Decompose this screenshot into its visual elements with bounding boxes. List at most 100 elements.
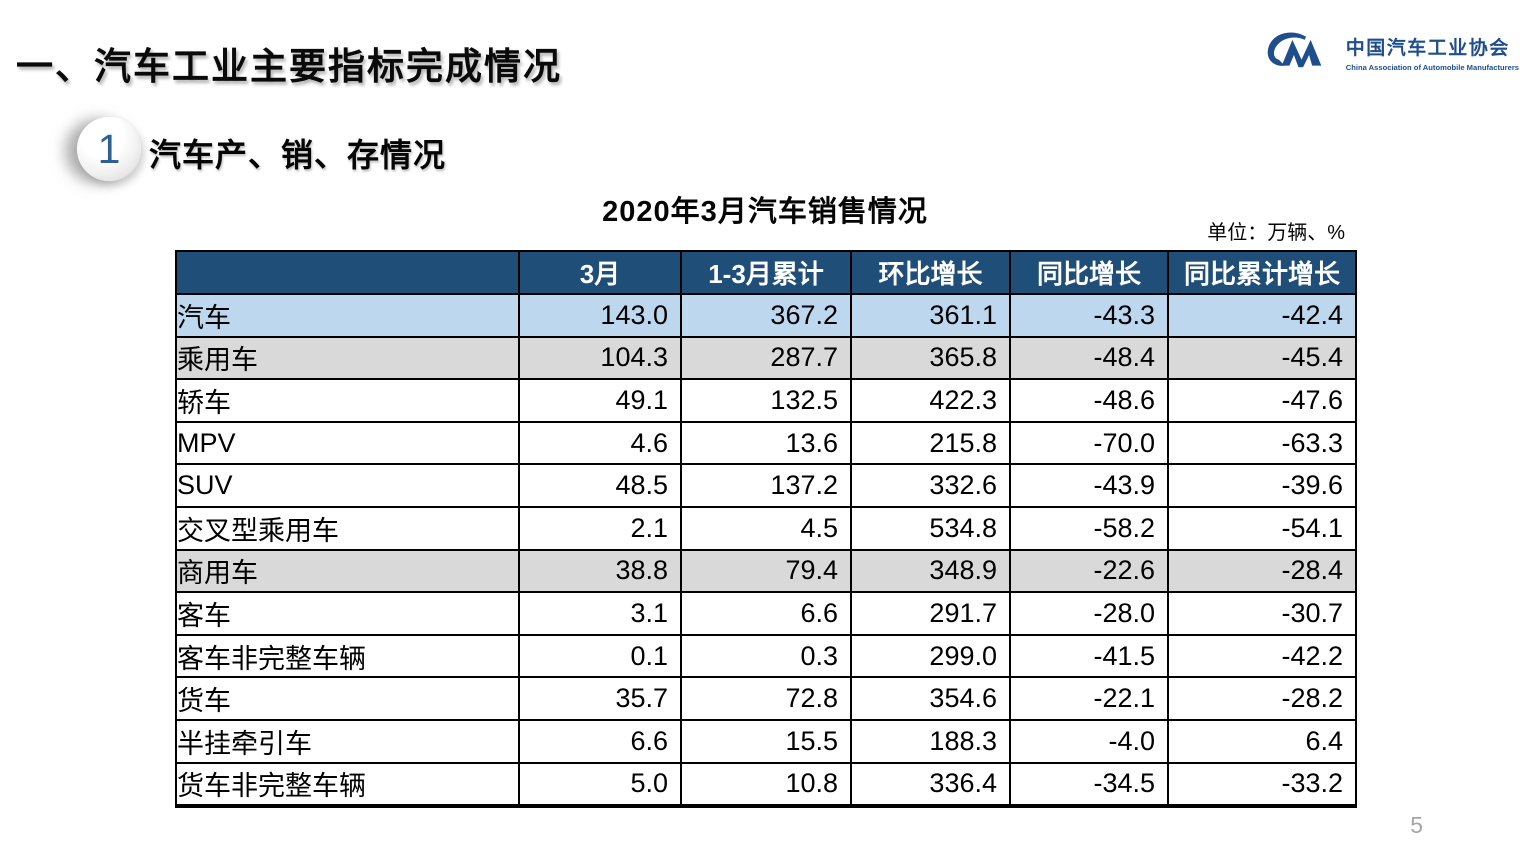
row-value: 5.0 xyxy=(518,761,682,808)
caam-logo-icon xyxy=(1267,32,1322,68)
row-value: 365.8 xyxy=(850,335,1011,381)
table-row: 货车 35.7 72.8 354.6 -22.1 -28.2 xyxy=(175,676,1357,721)
row-value: 354.6 xyxy=(850,676,1011,721)
row-value: 6.6 xyxy=(518,718,682,764)
row-value: -34.5 xyxy=(1009,761,1169,808)
row-value: -43.3 xyxy=(1009,293,1169,338)
caam-logo: 中国汽车工业协会 China Association of Automobile… xyxy=(1262,26,1519,78)
row-value: 13.6 xyxy=(680,420,852,466)
row-value: 6.4 xyxy=(1167,718,1357,764)
table-row: 货车非完整车辆 5.0 10.8 336.4 -34.5 -33.2 xyxy=(175,761,1357,808)
row-value: 132.5 xyxy=(680,378,852,423)
column-header-yoy-growth: 同比增长 xyxy=(1009,250,1169,295)
row-label: 货车 xyxy=(175,676,520,721)
row-value: 287.7 xyxy=(680,335,852,381)
row-value: 0.3 xyxy=(680,633,852,679)
section-number-badge: 1 xyxy=(77,117,141,181)
row-value: -42.2 xyxy=(1167,633,1357,679)
row-value: 6.6 xyxy=(680,591,852,636)
row-value: -28.2 xyxy=(1167,676,1357,721)
row-value: 215.8 xyxy=(850,420,1011,466)
row-value: -22.1 xyxy=(1009,676,1169,721)
table-row: 商用车 38.8 79.4 348.9 -22.6 -28.4 xyxy=(175,548,1357,594)
row-value: 348.9 xyxy=(850,548,1011,594)
row-value: -39.6 xyxy=(1167,463,1357,508)
row-value: -47.6 xyxy=(1167,378,1357,423)
row-value: -4.0 xyxy=(1009,718,1169,764)
logo-en-name: China Association of Automobile Manufact… xyxy=(1345,62,1519,72)
row-value: 35.7 xyxy=(518,676,682,721)
table-row: 乘用车 104.3 287.7 365.8 -48.4 -45.4 xyxy=(175,335,1357,381)
table-body: 汽车 143.0 367.2 361.1 -43.3 -42.4 乘用车 104.3 287.7… xyxy=(175,293,1357,808)
row-label: SUV xyxy=(175,463,520,508)
row-value: -48.6 xyxy=(1009,378,1169,423)
table-title: 2020年3月汽车销售情况 xyxy=(602,196,928,228)
table-header: 3月 1-3月累计 环比增长 同比增长 同比累计增长 xyxy=(175,250,1357,295)
row-label: 乘用车 xyxy=(175,335,520,381)
row-value: -54.1 xyxy=(1167,505,1357,551)
row-value: -43.9 xyxy=(1009,463,1169,508)
row-value: 3.1 xyxy=(518,591,682,636)
row-value: 72.8 xyxy=(680,676,852,721)
row-value: 49.1 xyxy=(518,378,682,423)
table-row: 客车 3.1 6.6 291.7 -28.0 -30.7 xyxy=(175,591,1357,636)
row-value: -45.4 xyxy=(1167,335,1357,381)
row-value: -41.5 xyxy=(1009,633,1169,679)
row-value: -70.0 xyxy=(1009,420,1169,466)
logo-cn-name: 中国汽车工业协会 xyxy=(1345,37,1510,59)
row-value: 291.7 xyxy=(850,591,1011,636)
row-value: -30.7 xyxy=(1167,591,1357,636)
row-value: 4.5 xyxy=(680,505,852,551)
row-value: -28.4 xyxy=(1167,548,1357,594)
row-label: 客车非完整车辆 xyxy=(175,633,520,679)
row-value: 188.3 xyxy=(850,718,1011,764)
table-row: 半挂牵引车 6.6 15.5 188.3 -4.0 6.4 xyxy=(175,718,1357,764)
table-row: 轿车 49.1 132.5 422.3 -48.6 -47.6 xyxy=(175,378,1357,423)
column-header-category xyxy=(175,250,520,295)
row-value: -48.4 xyxy=(1009,335,1169,381)
row-value: 48.5 xyxy=(518,463,682,508)
row-label: 客车 xyxy=(175,591,520,636)
table-row: 交叉型乘用车 2.1 4.5 534.8 -58.2 -54.1 xyxy=(175,505,1357,551)
table-row: 客车非完整车辆 0.1 0.3 299.0 -41.5 -42.2 xyxy=(175,633,1357,679)
sales-table: 3月 1-3月累计 环比增长 同比增长 同比累计增长 汽车 143.0 367.2 3… xyxy=(175,250,1357,809)
row-value: 534.8 xyxy=(850,505,1011,551)
page-number: 5 xyxy=(1410,812,1423,838)
row-value: 38.8 xyxy=(518,548,682,594)
row-value: 367.2 xyxy=(680,293,852,338)
row-value: -33.2 xyxy=(1167,761,1357,808)
column-header-march: 3月 xyxy=(518,250,682,295)
column-header-cumulative: 1-3月累计 xyxy=(680,250,852,295)
row-value: -63.3 xyxy=(1167,420,1357,466)
column-header-mom-growth: 环比增长 xyxy=(850,250,1011,295)
row-value: 10.8 xyxy=(680,761,852,808)
row-value: 104.3 xyxy=(518,335,682,381)
row-value: 143.0 xyxy=(518,293,682,338)
unit-label: 单位：万辆、% xyxy=(1207,222,1345,244)
row-value: 361.1 xyxy=(850,293,1011,338)
row-value: 299.0 xyxy=(850,633,1011,679)
row-value: -42.4 xyxy=(1167,293,1357,338)
row-label: 货车非完整车辆 xyxy=(175,761,520,808)
row-value: 336.4 xyxy=(850,761,1011,808)
table-row: 汽车 143.0 367.2 361.1 -43.3 -42.4 xyxy=(175,293,1357,338)
row-label: 商用车 xyxy=(175,548,520,594)
row-value: 0.1 xyxy=(518,633,682,679)
table-row: SUV 48.5 137.2 332.6 -43.9 -39.6 xyxy=(175,463,1357,508)
section-title: 汽车产、销、存情况 xyxy=(149,137,447,173)
row-value: 422.3 xyxy=(850,378,1011,423)
row-value: 2.1 xyxy=(518,505,682,551)
row-label: 半挂牵引车 xyxy=(175,718,520,764)
row-value: 15.5 xyxy=(680,718,852,764)
caam-logo-text: 中国汽车工业协会 China Association of Automobile… xyxy=(1346,33,1519,72)
row-value: -58.2 xyxy=(1009,505,1169,551)
page-title: 一、汽车工业主要指标完成情况 xyxy=(16,46,562,87)
row-value: 332.6 xyxy=(850,463,1011,508)
table-row: MPV 4.6 13.6 215.8 -70.0 -63.3 xyxy=(175,420,1357,466)
row-value: 137.2 xyxy=(680,463,852,508)
section-number: 1 xyxy=(97,125,121,172)
row-value: 4.6 xyxy=(518,420,682,466)
column-header-yoy-cumulative-growth: 同比累计增长 xyxy=(1167,250,1357,295)
row-label: 汽车 xyxy=(175,293,520,338)
